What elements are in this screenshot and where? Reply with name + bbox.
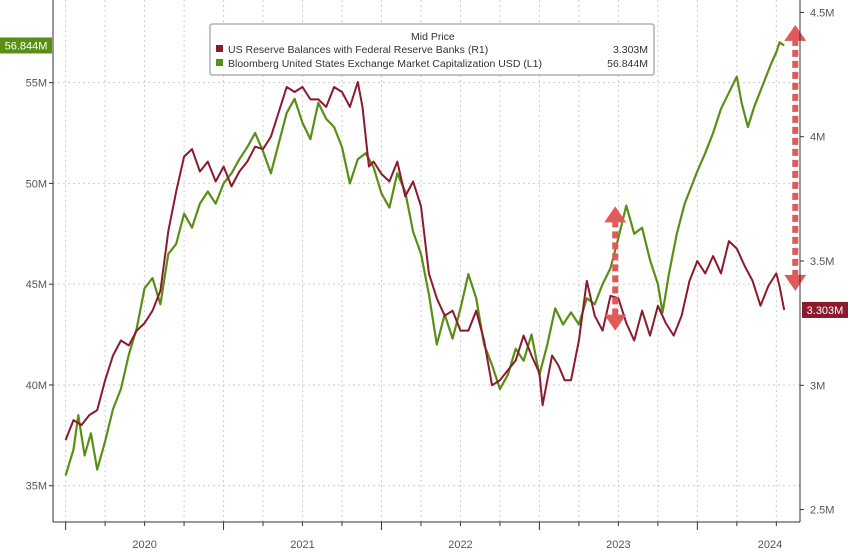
- annotation-arrows: [604, 24, 807, 331]
- x-tick-label-0: 2020: [132, 539, 156, 551]
- chart-title: Mid Price: [411, 31, 455, 43]
- left-tick-label-1: 40M: [26, 380, 47, 392]
- left-tick-label-2: 45M: [26, 279, 47, 291]
- arrow-head-up: [604, 206, 627, 223]
- x-tick-label-3: 2023: [606, 539, 630, 551]
- right-tick-label-3: 4M: [810, 132, 825, 144]
- left-last-value-badge: 56.844M: [0, 37, 52, 54]
- x-tick-label-2: 2022: [448, 539, 472, 551]
- legend-value-reserves: 3.303M: [613, 44, 648, 56]
- left-tick-label-0: 35M: [26, 481, 47, 493]
- left-tick-label-4: 55M: [26, 78, 47, 90]
- x-tick-label-4: 2024: [758, 539, 782, 551]
- right-tick-label-4: 4.5M: [810, 7, 834, 19]
- x-tick-label-1: 2021: [290, 539, 314, 551]
- legend-swatch-reserves: [216, 45, 223, 52]
- right-last-value: 3.303M: [807, 305, 844, 317]
- double-arrow-0: [604, 206, 627, 331]
- right-tick-label-1: 3M: [810, 380, 825, 392]
- right-axis-ticks: 2.5M 3M 3.5M 4M 4.5M: [800, 7, 834, 517]
- arrow-head-down: [604, 314, 627, 331]
- legend-value-market-cap: 56.844M: [607, 58, 648, 70]
- grid-lines: [53, 0, 800, 522]
- series-line-reserves: [64, 81, 786, 441]
- legend-label-reserves: US Reserve Balances with Federal Reserve…: [228, 44, 488, 56]
- series-line-market-cap: [64, 41, 785, 476]
- legend-swatch-market-cap: [216, 59, 223, 66]
- legend: Mid Price US Reserve Balances with Feder…: [209, 23, 655, 76]
- right-last-value-badge: 3.303M: [802, 301, 848, 318]
- left-tick-label-3: 50M: [26, 178, 47, 190]
- series-layer: [64, 41, 786, 476]
- legend-label-market-cap: Bloomberg United States Exchange Market …: [228, 58, 542, 70]
- arrow-head-up: [784, 24, 807, 41]
- left-axis-ticks: 35M 40M 45M 50M 55M: [26, 78, 53, 493]
- arrow-head-down: [784, 274, 807, 291]
- left-last-value: 56.844M: [5, 40, 48, 52]
- double-arrow-1: [784, 24, 807, 291]
- right-tick-label-0: 2.5M: [810, 505, 834, 517]
- x-axis-ticks: 2020 2021 2022 2023 2024: [65, 522, 782, 551]
- right-tick-label-2: 3.5M: [810, 256, 834, 268]
